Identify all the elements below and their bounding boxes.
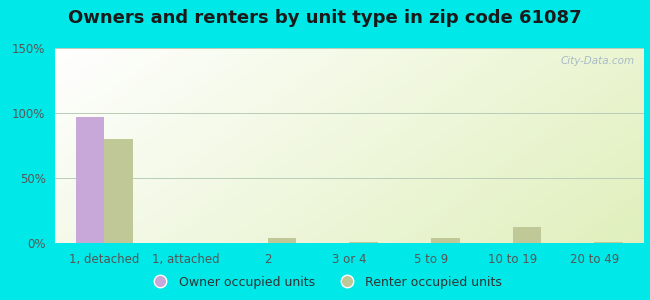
Bar [268,238,296,243]
Bar [513,227,541,243]
Bar [350,242,378,243]
Bar [431,238,460,243]
Legend: Owner occupied units, Renter occupied units: Owner occupied units, Renter occupied un… [143,271,507,294]
Bar [75,117,104,243]
Text: City-Data.com: City-Data.com [560,56,634,66]
Bar [595,242,623,243]
Text: Owners and renters by unit type in zip code 61087: Owners and renters by unit type in zip c… [68,9,582,27]
Bar [104,139,133,243]
